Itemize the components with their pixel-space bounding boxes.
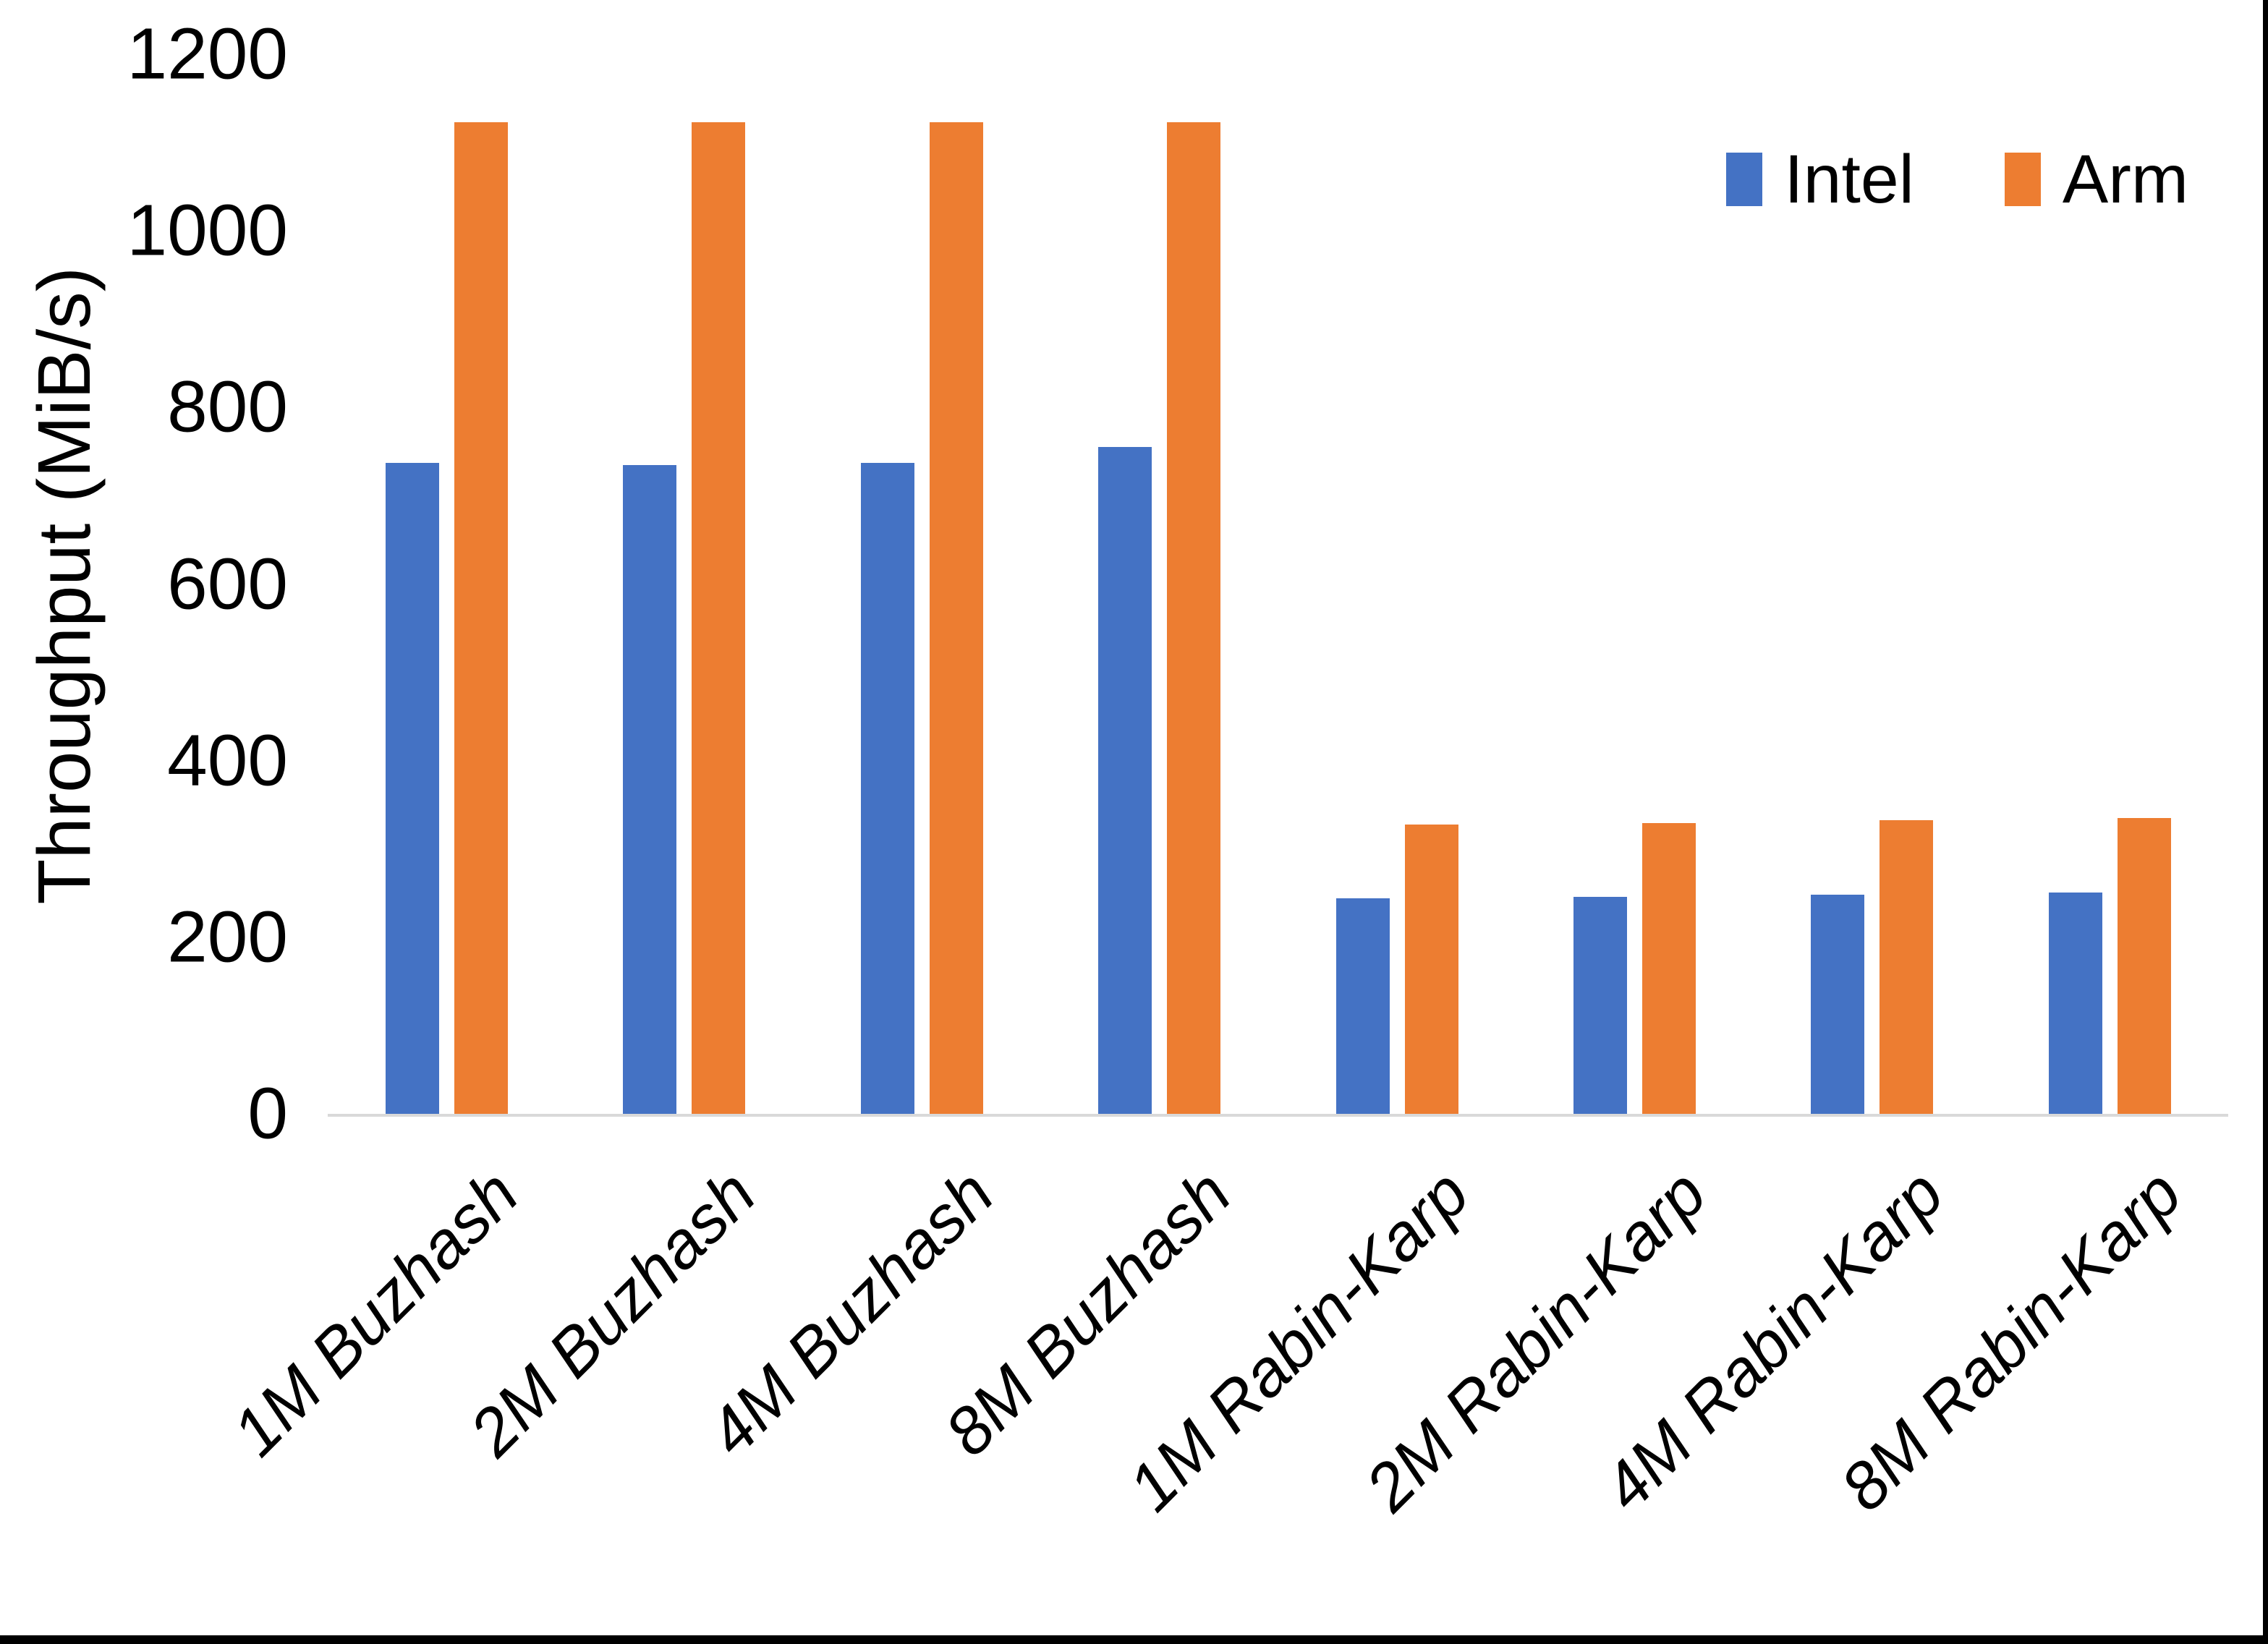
bar-arm-8m-rabin-karp [2117,817,2171,1114]
bar-intel-8m-buzhash [1098,446,1152,1114]
x-axis-line [328,1114,2228,1117]
legend-item-intel: Intel [1726,140,1914,219]
window-edge-bottom [0,1635,2268,1644]
bar-arm-4m-buzhash [929,122,983,1114]
intel-legend-label: Intel [1784,140,1914,218]
arm-legend-swatch [2004,153,2041,206]
y-tick-label-400: 400 [167,720,288,801]
bar-arm-2m-rabin-karp [1641,822,1696,1114]
intel-legend-swatch [1726,153,1763,206]
bar-intel-2m-rabin-karp [1573,897,1627,1114]
y-tick-label-600: 600 [167,543,288,624]
y-tick-label-0: 0 [247,1073,288,1154]
bar-arm-1m-rabin-karp [1404,825,1458,1114]
y-axis-title-text: Throughput (MiB/s) [22,266,106,905]
y-tick-label-1200: 1200 [127,13,288,95]
bar-arm-2m-buzhash [692,122,746,1114]
bar-intel-4m-buzhash [860,462,914,1114]
bar-intel-8m-rabin-karp [2048,893,2102,1114]
legend: Intel Arm [1726,122,2188,237]
bar-intel-1m-buzhash [386,462,439,1114]
arm-legend-label: Arm [2062,140,2188,218]
bar-arm-8m-buzhash [1167,122,1221,1114]
bar-arm-4m-rabin-karp [1880,820,1934,1114]
bar-arm-1m-buzhash [454,122,508,1114]
legend-item-arm: Arm [2004,140,2188,219]
y-axis-title: Throughput (MiB/s) [22,56,107,1115]
y-tick-label-200: 200 [167,896,288,978]
x-tick-label-1m-buzhash: 1M Buzhash [218,1156,532,1470]
bar-intel-4m-rabin-karp [1811,894,1865,1114]
bar-intel-2m-buzhash [623,465,677,1114]
y-tick-label-800: 800 [167,366,288,448]
y-tick-label-1000: 1000 [127,189,288,271]
window-edge-right [2263,0,2268,1644]
bar-intel-1m-rabin-karp [1335,898,1390,1114]
